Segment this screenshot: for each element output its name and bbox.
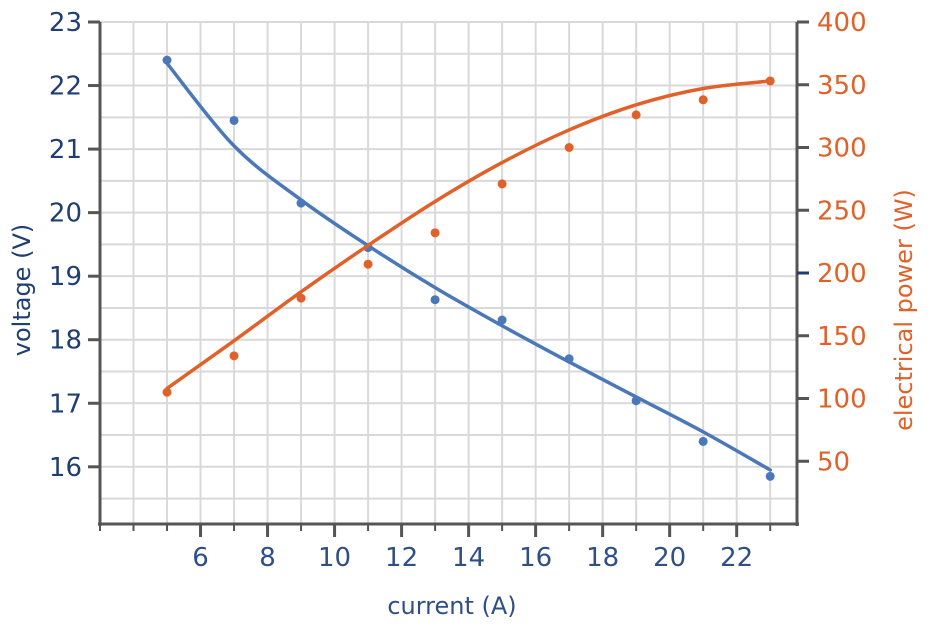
y-tick-label: 18 (49, 326, 82, 356)
y-tick-label: 20 (49, 199, 82, 229)
power-data-point (229, 351, 239, 361)
power-trend-line (165, 79, 772, 391)
x-tick-label: 20 (653, 543, 686, 573)
power-data-point (363, 259, 373, 269)
y-axis-title: voltage (V) (8, 224, 36, 356)
voltage-data-point (765, 471, 775, 481)
y2-tick-label: 200 (817, 259, 867, 289)
voltage-data-point (631, 396, 641, 406)
x-tick-label: 12 (385, 543, 418, 573)
x-tick-label: 10 (318, 543, 351, 573)
voltage-data-point (564, 354, 574, 364)
y-tick-label: 17 (49, 389, 82, 419)
voltage-data-point (296, 198, 306, 208)
grid (99, 21, 797, 524)
power-data-point (765, 76, 775, 86)
y2-tick-label: 250 (817, 196, 867, 226)
x-tick-label: 16 (519, 543, 552, 573)
x-axis-title: current (A) (387, 592, 516, 620)
y2-tick-label: 400 (817, 8, 867, 38)
power-data-point (162, 387, 172, 397)
x-tick-label: 6 (192, 543, 209, 573)
voltage-data-point (698, 436, 708, 446)
power-data-point (497, 179, 507, 189)
axes-frame (88, 20, 809, 537)
voltage-trend-line (165, 61, 772, 472)
voltage-data-point (430, 295, 440, 305)
y2-tick-label: 150 (817, 322, 867, 352)
power-data-point (296, 293, 306, 303)
y2-tick-label: 100 (817, 385, 867, 415)
voltage-data-point (497, 315, 507, 325)
power-data-point (698, 95, 708, 105)
power-data-point (631, 110, 641, 120)
tick-labels: 6 8 10 12 14 16 18 20 22 16 17 18 19 20 21 22 23 50 100 150… (49, 8, 867, 573)
y-tick-label: 16 (49, 453, 82, 483)
y2-tick-label: 350 (817, 71, 867, 101)
x-tick-label: 14 (452, 543, 485, 573)
y2-tick-label: 300 (817, 134, 867, 164)
power-data-point (564, 143, 574, 152)
y-tick-label: 23 (49, 8, 82, 38)
voltage-data-point (162, 55, 172, 65)
y-tick-label: 21 (49, 135, 82, 165)
x-tick-label: 8 (259, 543, 276, 573)
y2-tick-label: 50 (817, 447, 850, 477)
x-tick-label: 22 (720, 543, 753, 573)
plot-series (162, 55, 775, 481)
y2-axis-title: electrical power (W) (890, 189, 918, 431)
y-tick-label: 19 (49, 262, 82, 292)
y-tick-label: 22 (49, 72, 82, 102)
x-tick-label: 18 (586, 543, 619, 573)
power-data-point (430, 228, 440, 238)
voltage-data-point (229, 115, 239, 125)
